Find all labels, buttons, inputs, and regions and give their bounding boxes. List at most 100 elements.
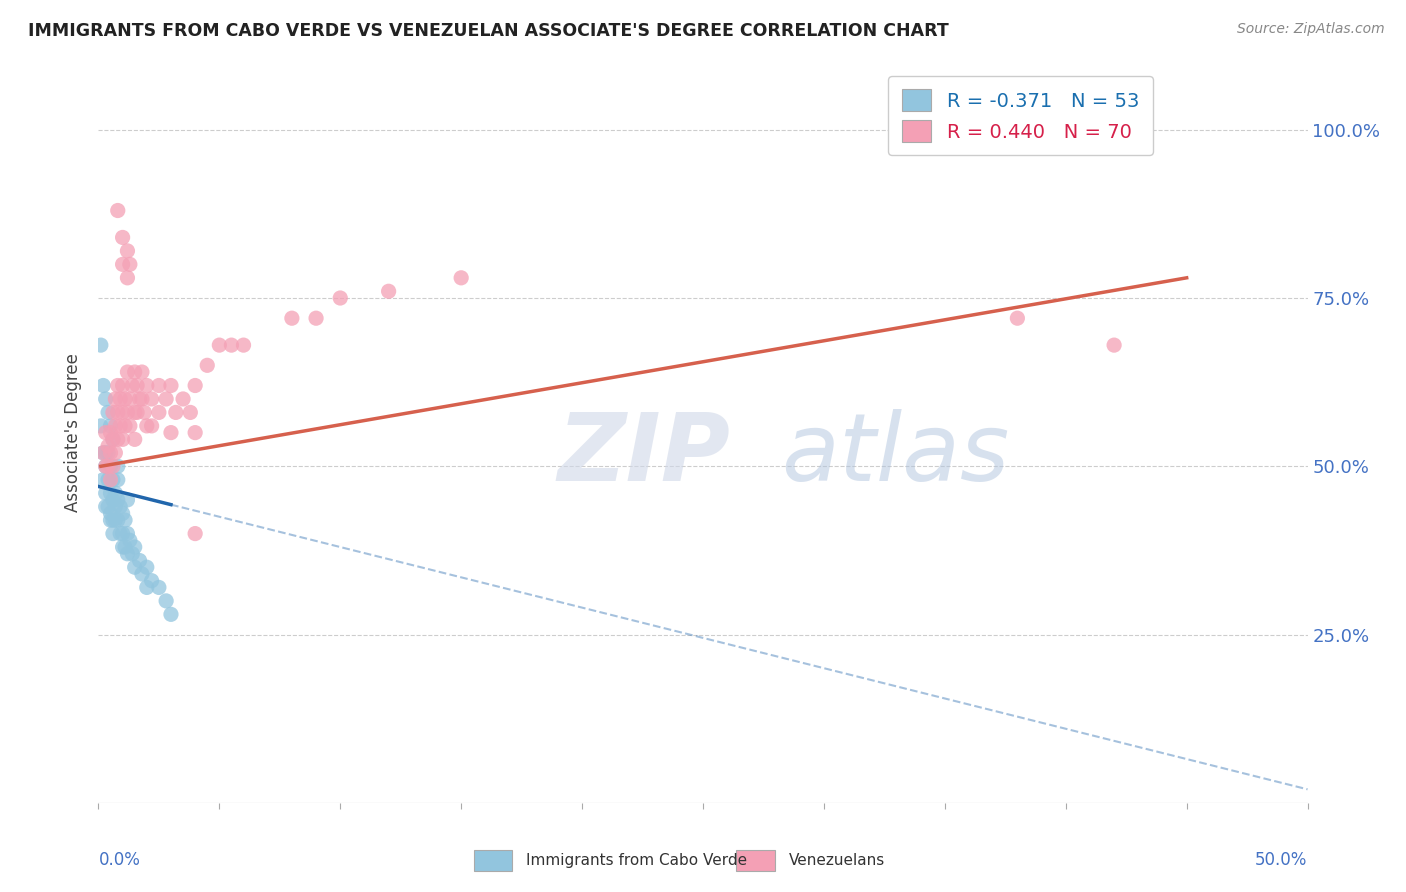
Point [107, 378, 129, 392]
Point [94, 446, 117, 460]
Point [111, 257, 134, 271]
Point [107, 492, 129, 507]
Point [135, 378, 157, 392]
Point [101, 433, 124, 447]
Point [107, 203, 129, 218]
Point [100, 486, 122, 500]
Point [94, 425, 117, 440]
Point [100, 418, 122, 433]
Point [91, 446, 114, 460]
Point [135, 560, 157, 574]
Point [135, 581, 157, 595]
Point [97, 500, 120, 514]
Point [90, 338, 112, 352]
Point [111, 405, 134, 419]
Point [101, 492, 124, 507]
Text: 0.0%: 0.0% [98, 851, 141, 869]
Point [127, 378, 149, 392]
Point [124, 433, 146, 447]
Point [114, 418, 136, 433]
Point [94, 459, 117, 474]
Point [91, 473, 114, 487]
Point [184, 425, 207, 440]
Point [108, 392, 131, 406]
Point [141, 418, 163, 433]
Point [104, 392, 127, 406]
Point [1102, 338, 1125, 352]
Point [160, 425, 183, 440]
Point [118, 257, 141, 271]
Point [94, 500, 117, 514]
Point [91, 446, 114, 460]
Point [107, 459, 129, 474]
Bar [474, 850, 512, 871]
Point [160, 378, 183, 392]
Point [184, 526, 207, 541]
Text: Source: ZipAtlas.com: Source: ZipAtlas.com [1237, 22, 1385, 37]
Y-axis label: Associate's Degree: Associate's Degree [65, 353, 83, 512]
Point [100, 513, 122, 527]
Point [118, 392, 141, 406]
Text: ZIP: ZIP [558, 409, 731, 500]
Point [101, 433, 124, 447]
Point [101, 513, 124, 527]
Point [111, 507, 134, 521]
Point [90, 418, 112, 433]
Point [377, 285, 399, 299]
Point [104, 500, 127, 514]
Point [165, 405, 187, 419]
Legend: R = -0.371   N = 53, R = 0.440   N = 70: R = -0.371 N = 53, R = 0.440 N = 70 [889, 76, 1153, 155]
Point [172, 392, 194, 406]
Point [141, 574, 163, 588]
Point [111, 433, 134, 447]
Point [155, 594, 177, 608]
Point [107, 473, 129, 487]
Point [131, 365, 153, 379]
Point [121, 378, 143, 392]
Point [104, 513, 127, 527]
Point [100, 425, 122, 440]
Point [179, 405, 201, 419]
Point [107, 513, 129, 527]
Point [221, 338, 243, 352]
Point [450, 270, 472, 285]
Point [108, 418, 131, 433]
Point [232, 338, 254, 352]
Point [97, 439, 120, 453]
Point [100, 473, 122, 487]
Point [124, 405, 146, 419]
Point [118, 418, 141, 433]
Point [117, 547, 139, 561]
Point [131, 392, 153, 406]
Point [131, 566, 153, 581]
Point [97, 473, 120, 487]
Point [101, 526, 124, 541]
Point [101, 473, 124, 487]
Text: 50.0%: 50.0% [1256, 851, 1308, 869]
Point [97, 446, 120, 460]
Point [117, 492, 139, 507]
Point [124, 540, 146, 554]
Point [101, 405, 124, 419]
Point [117, 244, 139, 258]
Text: Venezuelans: Venezuelans [789, 854, 886, 868]
Point [148, 405, 170, 419]
Point [114, 392, 136, 406]
Point [111, 378, 134, 392]
Point [141, 392, 163, 406]
Point [94, 459, 117, 474]
Point [91, 378, 114, 392]
Point [148, 378, 170, 392]
Point [195, 359, 218, 373]
Point [108, 526, 131, 541]
Point [124, 365, 146, 379]
Point [107, 433, 129, 447]
Point [104, 486, 127, 500]
Point [128, 392, 150, 406]
Point [160, 607, 183, 622]
Point [114, 540, 136, 554]
Point [128, 553, 150, 567]
Point [100, 507, 122, 521]
Point [117, 526, 139, 541]
Point [305, 311, 328, 326]
